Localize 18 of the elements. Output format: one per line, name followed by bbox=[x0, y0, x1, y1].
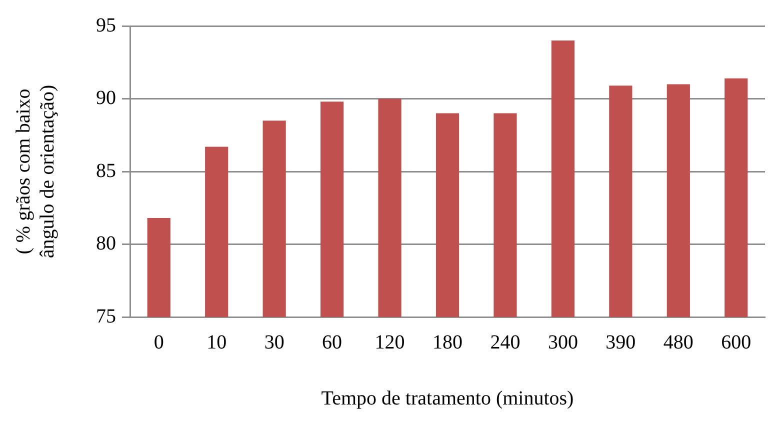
x-tick-label: 60 bbox=[322, 331, 342, 354]
y-tick-label: 80 bbox=[96, 232, 116, 254]
x-tick-label: 120 bbox=[374, 331, 405, 354]
x-axis-title: Tempo de tratamento (minutos) bbox=[321, 387, 574, 410]
y-tick-label: 90 bbox=[96, 87, 116, 109]
x-tick-label: 180 bbox=[432, 331, 462, 354]
x-tick-label: 390 bbox=[606, 331, 636, 354]
x-tick-label: 480 bbox=[663, 331, 694, 354]
y-tick-label: 75 bbox=[96, 305, 116, 328]
x-tick-label: 0 bbox=[154, 331, 164, 354]
y-tick-label: 85 bbox=[96, 160, 116, 182]
y-axis-title: ( % grãos com baixo ângulo de orientação) bbox=[12, 84, 58, 258]
x-tick-label: 240 bbox=[490, 331, 520, 354]
x-tick-label: 600 bbox=[721, 331, 752, 354]
x-tick-label: 300 bbox=[548, 331, 578, 354]
x-tick-label: 30 bbox=[264, 331, 284, 354]
x-tick-label: 10 bbox=[206, 331, 227, 354]
y-tick-label: 95 bbox=[96, 14, 116, 36]
